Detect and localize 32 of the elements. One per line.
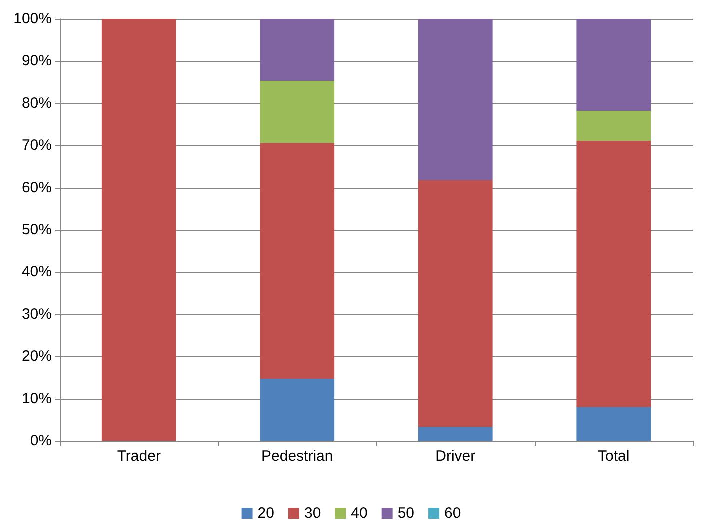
legend-label: 30: [304, 505, 322, 522]
y-tick-label: 50%: [22, 222, 52, 238]
legend-label: 20: [258, 505, 274, 522]
y-tick-label: 40%: [22, 264, 52, 281]
y-tick-label: 60%: [22, 179, 52, 196]
bar: [576, 19, 652, 111]
x-tick-label: Trader: [117, 448, 161, 465]
legend-label: 40: [351, 505, 368, 522]
bar: [260, 378, 335, 441]
bar: [418, 19, 493, 180]
bar: [576, 407, 652, 441]
bar: [576, 140, 652, 408]
y-tick-label: 0%: [30, 432, 52, 450]
bar: [260, 81, 335, 144]
bar: [418, 180, 493, 428]
legend-label: 60: [444, 505, 462, 522]
y-tick-label: 80%: [22, 94, 52, 112]
legend-label: 50: [398, 505, 415, 522]
y-tick-label: 90%: [22, 52, 52, 70]
y-tick-label: 70%: [22, 137, 52, 154]
x-tick-label: Pedestrian: [262, 448, 334, 465]
y-tick-label: 20%: [22, 348, 52, 366]
bar: [418, 427, 493, 441]
y-tick-label: 30%: [22, 306, 52, 323]
bar: [260, 19, 335, 82]
y-tick-label: 10%: [22, 390, 52, 408]
bar: [260, 143, 335, 379]
bar: [102, 19, 176, 441]
x-tick-label: Total: [598, 448, 630, 465]
bar: [576, 110, 652, 141]
y-tick-label: 100%: [14, 10, 52, 28]
x-tick-label: Driver: [436, 448, 476, 465]
